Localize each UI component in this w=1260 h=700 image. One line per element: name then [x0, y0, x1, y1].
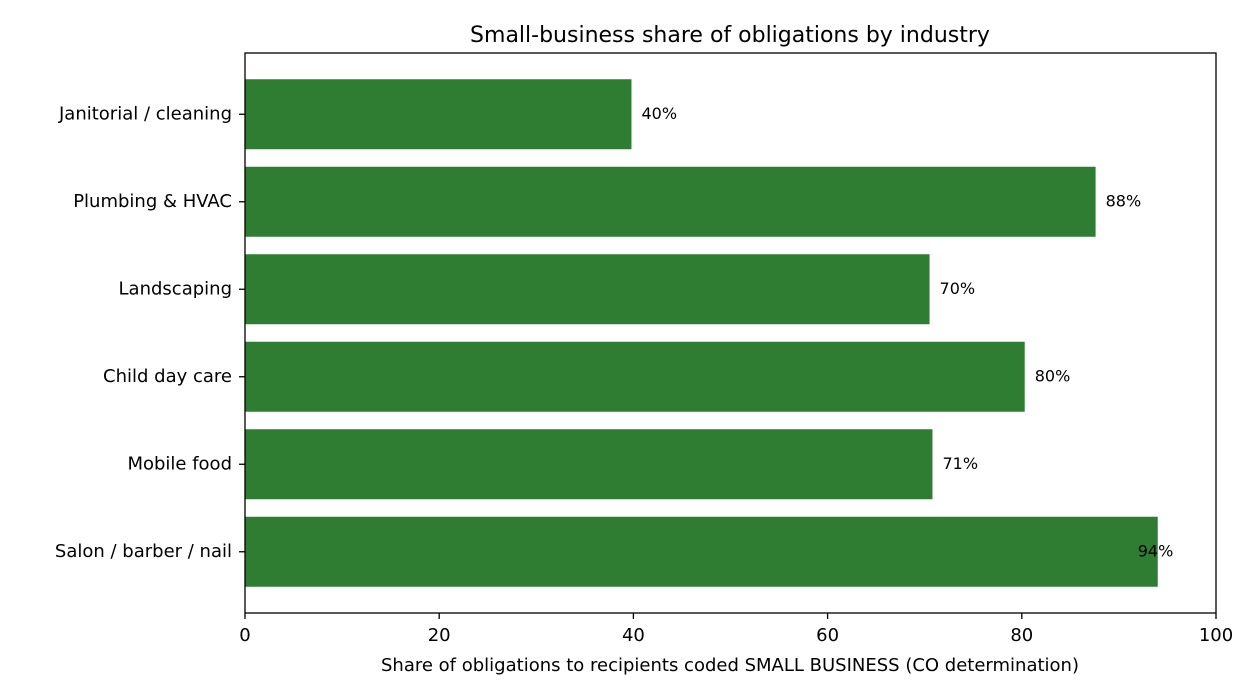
y-tick-label: Salon / barber / nail [55, 541, 232, 562]
y-tick-label: Landscaping [119, 278, 232, 299]
x-axis-label: Share of obligations to recipients coded… [381, 655, 1079, 676]
x-tick-label: 20 [428, 625, 451, 646]
y-tick-label: Plumbing & HVAC [73, 191, 232, 212]
bar [245, 429, 933, 500]
bar [245, 166, 1096, 237]
data-label: 94% [1138, 541, 1174, 560]
x-tick-label: 60 [816, 625, 839, 646]
bar [245, 516, 1158, 587]
data-label: 70% [940, 279, 976, 298]
bar [245, 254, 930, 325]
y-tick-label: Janitorial / cleaning [58, 103, 232, 124]
y-tick-label: Child day care [103, 366, 232, 387]
plot-frame [244, 52, 1217, 614]
bar [245, 79, 632, 150]
data-label: 88% [1106, 191, 1142, 210]
data-label: 80% [1035, 366, 1071, 385]
data-label: 71% [942, 454, 978, 473]
x-tick-label: 100 [1199, 625, 1233, 646]
y-axis-ticks: Janitorial / cleaning Plumbing & HVAC Land… [55, 103, 245, 562]
chart-title: Small-business share of obligations by i… [470, 23, 990, 48]
y-tick-label: Mobile food [127, 453, 232, 474]
bars-group: 40% 88% 70% 80% 71% 94% [245, 79, 1173, 587]
x-axis-ticks: 0 20 40 60 80 100 [239, 613, 1233, 646]
data-label: 40% [641, 104, 677, 123]
bar [245, 341, 1025, 412]
x-tick-label: 40 [622, 625, 645, 646]
x-tick-label: 80 [1010, 625, 1033, 646]
x-tick-label: 0 [239, 625, 250, 646]
